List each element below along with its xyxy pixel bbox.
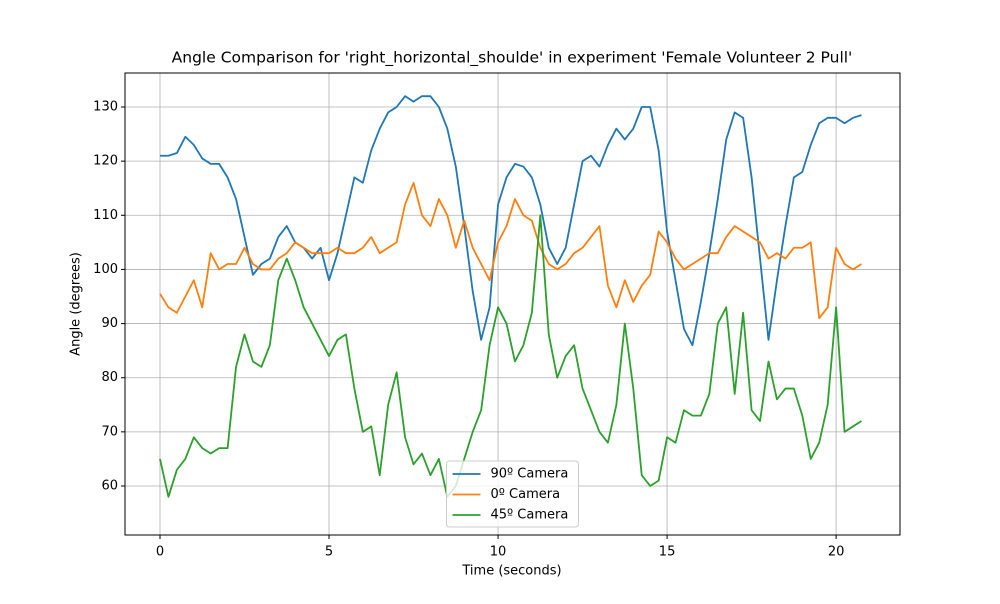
x-axis-label: Time (seconds) xyxy=(461,564,561,579)
legend-label: 90º Camera xyxy=(491,467,569,482)
x-tick-label: 0 xyxy=(156,545,164,560)
series-line xyxy=(159,95,862,347)
y-tick-label: 100 xyxy=(93,262,118,277)
legend-label: 0º Camera xyxy=(491,487,561,502)
chart-title: Angle Comparison for 'right_horizontal_s… xyxy=(172,49,853,68)
x-tick-label: 15 xyxy=(659,545,676,560)
y-tick-label: 120 xyxy=(93,154,118,169)
legend-box xyxy=(446,460,579,528)
x-tick-label: 10 xyxy=(490,545,507,560)
y-tick-label: 70 xyxy=(101,424,118,439)
y-tick-label: 130 xyxy=(93,100,118,115)
legend-label: 45º Camera xyxy=(491,508,569,523)
y-tick-label: 60 xyxy=(101,479,118,494)
y-axis-label: Angle (degrees) xyxy=(69,252,84,356)
x-tick-label: 5 xyxy=(325,545,333,560)
series-line xyxy=(159,181,862,320)
y-tick-label: 110 xyxy=(93,208,118,223)
plot-frame xyxy=(124,72,901,536)
y-tick-label: 80 xyxy=(101,370,118,385)
y-tick-label: 90 xyxy=(101,316,118,331)
x-tick-label: 20 xyxy=(828,545,845,560)
series-line xyxy=(159,214,862,498)
